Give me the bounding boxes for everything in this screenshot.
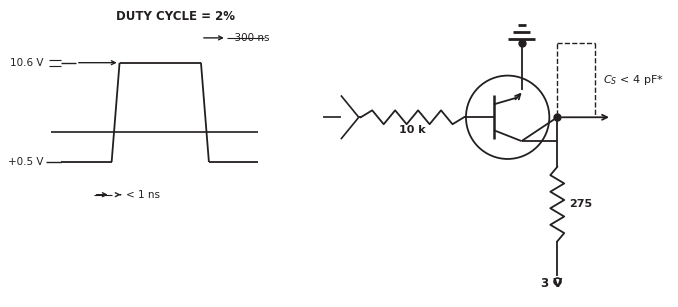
- Text: < 1 ns: < 1 ns: [125, 190, 159, 200]
- Text: 10.6 V: 10.6 V: [9, 58, 43, 68]
- Text: DUTY CYCLE = 2%: DUTY CYCLE = 2%: [116, 10, 235, 22]
- Text: 275: 275: [570, 199, 593, 209]
- Text: $C_S$ < 4 pF*: $C_S$ < 4 pF*: [603, 73, 664, 87]
- Text: 10 k: 10 k: [399, 125, 426, 135]
- Text: 3 V: 3 V: [540, 277, 562, 290]
- Text: 300 ns: 300 ns: [228, 33, 269, 43]
- Text: +0.5 V: +0.5 V: [7, 157, 43, 167]
